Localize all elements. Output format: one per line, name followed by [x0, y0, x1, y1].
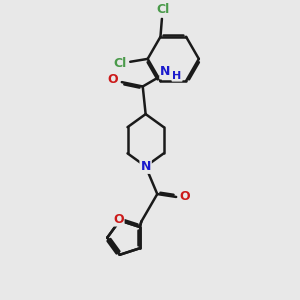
Text: Cl: Cl	[157, 4, 170, 16]
Text: Cl: Cl	[113, 57, 127, 70]
Text: H: H	[172, 71, 182, 81]
Text: O: O	[108, 73, 118, 86]
Text: O: O	[113, 212, 124, 226]
Text: N: N	[160, 65, 171, 79]
Text: O: O	[179, 190, 190, 203]
Text: N: N	[140, 160, 151, 173]
